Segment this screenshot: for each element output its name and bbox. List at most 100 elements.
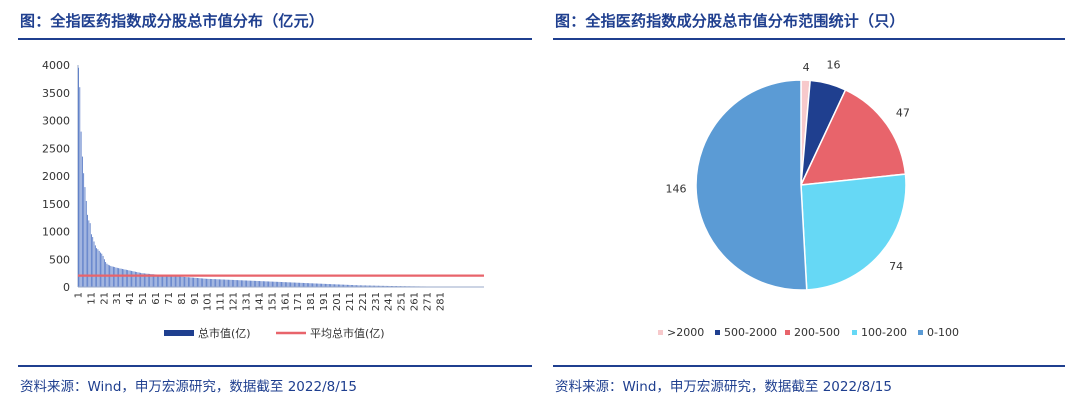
bar — [371, 285, 373, 287]
left-source-note: 资料来源：Wind，申万宏源研究，数据截至 2022/8/15 — [20, 379, 357, 395]
x-tick-label: 231 — [371, 292, 382, 311]
pie-legend-swatch — [658, 330, 663, 335]
pie-legend-swatch — [785, 330, 790, 335]
left-chart-title: 图：全指医药指数成分股总市值分布（亿元） — [20, 12, 325, 30]
bar — [379, 285, 381, 287]
bar — [268, 281, 269, 287]
bar — [312, 283, 313, 287]
bar — [197, 278, 198, 287]
bar — [243, 280, 245, 287]
bar — [182, 276, 184, 287]
bar — [277, 281, 279, 287]
bar — [129, 270, 131, 287]
bar — [234, 280, 236, 287]
x-tick-label: 211 — [345, 292, 356, 311]
x-tick-label: 181 — [306, 292, 317, 311]
y-tick-label: 2500 — [42, 142, 70, 155]
bar — [309, 283, 311, 287]
x-tick-label: 1 — [73, 292, 84, 298]
bar — [350, 285, 352, 287]
bar — [83, 173, 85, 287]
bar — [326, 283, 328, 287]
x-tick-label: 21 — [99, 292, 110, 305]
bar — [279, 281, 281, 287]
x-tick-label: 31 — [112, 292, 123, 305]
bar — [178, 276, 180, 287]
bar — [171, 275, 172, 287]
bar — [169, 275, 171, 287]
bar — [281, 282, 282, 287]
bar — [239, 280, 241, 287]
bar — [345, 284, 347, 287]
x-tick-label: 141 — [254, 292, 265, 311]
x-tick-label: 201 — [332, 292, 343, 311]
bar — [176, 276, 178, 287]
bar — [168, 275, 170, 287]
bar — [388, 285, 390, 287]
bar — [255, 280, 257, 287]
bar — [184, 276, 185, 287]
legend-swatch-market-cap — [164, 330, 194, 336]
bar — [144, 273, 145, 287]
bar — [374, 285, 375, 287]
bar — [270, 281, 272, 287]
bar — [96, 248, 98, 287]
x-tick-label: 81 — [177, 292, 188, 305]
bar — [366, 285, 368, 287]
bar — [228, 279, 229, 287]
bar — [97, 249, 99, 287]
bar — [140, 272, 141, 287]
bar — [181, 276, 183, 287]
bar — [290, 282, 291, 287]
y-tick-label: 1000 — [42, 226, 70, 239]
bar — [204, 278, 206, 287]
bar — [123, 269, 125, 287]
x-tick-label: 191 — [319, 292, 330, 311]
bar — [344, 284, 346, 287]
pie-legend-label: >2000 — [667, 326, 704, 339]
x-tick-label: 111 — [216, 292, 227, 311]
y-tick-label: 0 — [63, 281, 70, 294]
bar — [229, 279, 231, 287]
bar — [92, 237, 94, 287]
bar — [231, 279, 233, 287]
right-source-note: 资料来源：Wind，申万宏源研究，数据截至 2022/8/15 — [555, 379, 892, 395]
bar — [191, 277, 193, 287]
bar — [273, 281, 275, 287]
bar — [220, 279, 222, 287]
pie-legend-swatch — [852, 330, 857, 335]
bar — [194, 277, 196, 287]
bar — [91, 234, 92, 287]
bar — [221, 279, 223, 287]
bar — [381, 285, 383, 287]
bar — [219, 279, 220, 287]
pie-chart: 4 16 47 74 146 >2000 500-2000 200-500 100-200 0-1… — [658, 58, 959, 339]
bar — [146, 273, 148, 287]
bar — [199, 278, 201, 287]
bar — [384, 285, 386, 287]
pie-slice — [695, 79, 808, 291]
bar — [188, 277, 189, 287]
bar — [318, 283, 320, 287]
bar — [369, 285, 370, 287]
bar — [141, 273, 143, 287]
bar — [162, 275, 163, 287]
x-tick-label: 171 — [293, 292, 304, 311]
bar — [124, 269, 126, 287]
bar — [319, 283, 321, 287]
bar — [262, 281, 264, 287]
bar — [310, 283, 312, 287]
bar — [93, 241, 95, 287]
bar — [164, 275, 166, 287]
bar — [159, 274, 161, 287]
right-title-rule — [553, 38, 1065, 40]
bar — [325, 283, 326, 287]
bar — [213, 279, 215, 287]
bar — [235, 280, 237, 287]
left-bottom-rule — [18, 365, 532, 367]
bar — [151, 274, 153, 287]
x-tick-label: 71 — [164, 292, 175, 305]
bar — [185, 277, 187, 287]
bar — [352, 285, 354, 287]
